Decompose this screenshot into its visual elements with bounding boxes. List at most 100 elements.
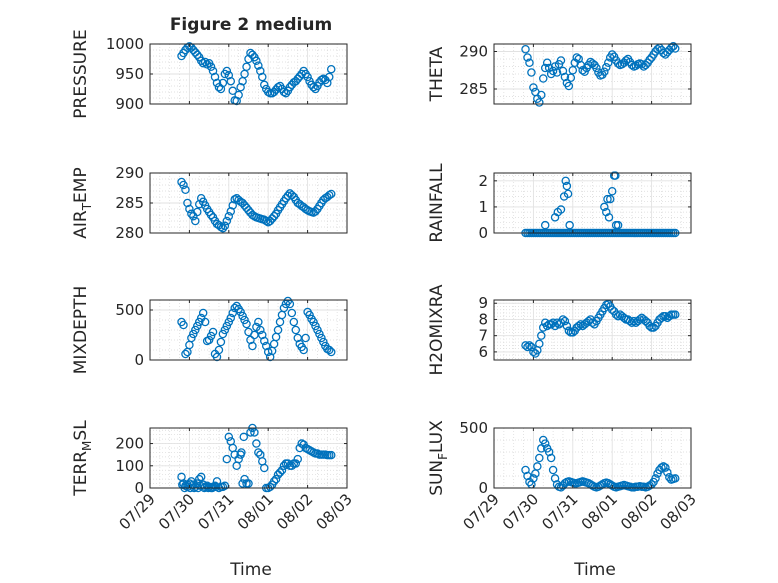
data-point bbox=[224, 317, 234, 327]
data-point bbox=[287, 308, 297, 318]
y-tick-label: 285 bbox=[115, 194, 144, 212]
data-point bbox=[236, 82, 245, 92]
data-point bbox=[301, 333, 310, 343]
data-point bbox=[260, 336, 269, 346]
data-point bbox=[242, 319, 251, 329]
data-point bbox=[260, 80, 269, 90]
data-point bbox=[529, 83, 538, 92]
data-point bbox=[193, 50, 202, 60]
x-axis-label-left: Time bbox=[229, 560, 272, 580]
data-point bbox=[281, 88, 291, 98]
data-point bbox=[222, 216, 232, 226]
data-point bbox=[216, 337, 226, 347]
data-point bbox=[326, 64, 336, 74]
data-point bbox=[669, 42, 678, 51]
data-point bbox=[228, 86, 237, 96]
data-point bbox=[621, 56, 631, 65]
data-point bbox=[635, 315, 645, 324]
data-point bbox=[214, 345, 224, 355]
data-point bbox=[291, 325, 301, 335]
data-point bbox=[625, 316, 635, 326]
data-point bbox=[246, 428, 255, 437]
data-point bbox=[263, 87, 273, 97]
data-point bbox=[568, 66, 578, 75]
y-tick-label: 0 bbox=[134, 351, 144, 369]
y-axis-label-tail: SL bbox=[71, 420, 91, 441]
subplot-air: 280 285 290 AIRTEMP bbox=[71, 164, 348, 242]
y-axis-label-main: TERR bbox=[71, 451, 91, 497]
data-point bbox=[239, 432, 249, 442]
data-point bbox=[206, 210, 216, 220]
y-tick-label: 100 bbox=[115, 457, 144, 475]
data-point bbox=[563, 189, 573, 199]
data-point bbox=[317, 333, 326, 343]
y-tick-label: 500 bbox=[459, 419, 488, 437]
y-tick-label: 0 bbox=[478, 479, 488, 497]
data-point bbox=[525, 341, 534, 350]
data-point bbox=[665, 472, 674, 482]
data-point bbox=[185, 204, 194, 214]
data-point bbox=[319, 337, 328, 347]
data-point bbox=[289, 317, 299, 327]
y-tick-label: 285 bbox=[459, 80, 488, 98]
y-axis-label: PRESSURE bbox=[71, 29, 91, 118]
data-point bbox=[560, 478, 570, 488]
data-point bbox=[309, 317, 318, 327]
data-point bbox=[250, 428, 259, 437]
data-point bbox=[311, 207, 320, 216]
data-point bbox=[607, 187, 617, 196]
data-point bbox=[326, 450, 336, 460]
data-point bbox=[529, 347, 538, 357]
data-point bbox=[552, 68, 562, 77]
data-point bbox=[325, 72, 334, 82]
subplot-theta: 285 290 THETA bbox=[427, 42, 692, 107]
data-point bbox=[269, 211, 279, 221]
axes-box bbox=[493, 299, 692, 361]
data-point bbox=[254, 317, 263, 327]
data-point bbox=[542, 58, 552, 68]
data-point bbox=[230, 303, 239, 313]
y-tick-label: 0 bbox=[134, 479, 144, 497]
data-point bbox=[256, 325, 265, 335]
data-point bbox=[603, 194, 612, 204]
y-axis-label: THETA bbox=[427, 46, 447, 102]
subplot-mixdepth: 0 500 MIXDEPTH bbox=[71, 286, 348, 374]
data-point bbox=[588, 318, 597, 327]
data-point bbox=[588, 481, 597, 490]
data-point bbox=[226, 207, 236, 216]
y-tick-label: 900 bbox=[115, 95, 144, 113]
data-point bbox=[613, 311, 623, 321]
data-point bbox=[234, 90, 243, 100]
data-point bbox=[258, 330, 267, 340]
data-point bbox=[293, 333, 302, 343]
y-tick-label: 280 bbox=[115, 224, 144, 242]
data-point bbox=[183, 198, 192, 208]
data-point bbox=[181, 349, 190, 359]
y-tick-label: 0 bbox=[478, 224, 488, 242]
data-point bbox=[521, 341, 530, 350]
data-point bbox=[574, 54, 583, 64]
data-point bbox=[521, 45, 530, 54]
data-point bbox=[263, 347, 273, 357]
data-point bbox=[240, 315, 249, 325]
y-tick-label: 9 bbox=[478, 294, 488, 312]
data-point bbox=[299, 345, 308, 355]
data-point bbox=[600, 202, 609, 212]
data-point bbox=[546, 320, 556, 329]
data-point bbox=[248, 341, 257, 351]
y-axis-label-main: RAINFALL bbox=[427, 163, 447, 243]
data-point bbox=[218, 329, 228, 339]
data-point bbox=[224, 211, 234, 221]
data-point bbox=[305, 310, 314, 320]
data-point bbox=[206, 62, 216, 72]
data-point bbox=[574, 321, 583, 331]
data-point bbox=[566, 73, 576, 83]
data-point bbox=[196, 56, 206, 66]
data-point bbox=[572, 53, 581, 62]
data-point bbox=[613, 220, 623, 230]
data-point bbox=[546, 453, 556, 463]
data-point bbox=[265, 352, 275, 362]
data-point bbox=[560, 72, 570, 82]
data-point bbox=[238, 311, 247, 321]
